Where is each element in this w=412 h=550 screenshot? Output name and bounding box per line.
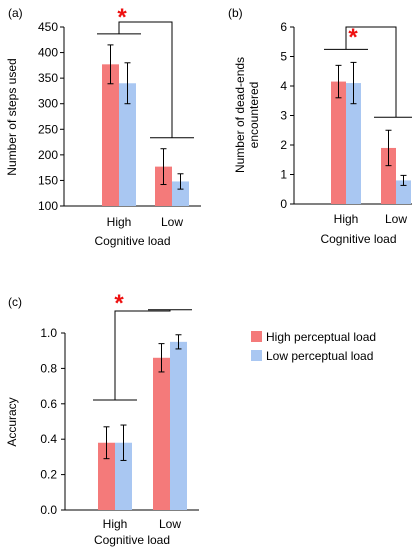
bar-high-perceptual-high [102, 64, 119, 206]
chart-panel-1: (a) 100 150 200 250 300 350 400 450 High Low * Cogni… [5, 4, 201, 248]
y-tick-label: 200 [38, 148, 58, 162]
significance-star: * [117, 4, 127, 31]
x-category-label: High [334, 212, 359, 226]
y-axis-title-line: Number of dead-ends [233, 57, 247, 173]
bar-high-perceptual-low [381, 147, 396, 204]
y-tick-label: 0.0 [40, 503, 57, 517]
bar-high-perceptual-high [331, 81, 346, 204]
y-tick-label: 3 [280, 109, 287, 123]
y-tick-label: 150 [38, 173, 58, 187]
bar-high-perceptual-high [98, 442, 115, 510]
legend: High perceptual load Low perceptual load [251, 330, 376, 363]
x-axis-title: Cognitive load [320, 232, 396, 246]
x-category-label: Low [159, 517, 181, 531]
x-category-label: High [103, 517, 128, 531]
chart-panel-3: (c) 0.0 0.2 0.4 0.6 0.8 1.0 High Low * Cognitive l… [5, 290, 199, 547]
bar-low-perceptual-high [119, 83, 136, 206]
y-axis-title-line: encountered [247, 82, 261, 149]
y-tick-label: 0.4 [40, 432, 57, 446]
bar-high-perceptual-low [153, 357, 170, 510]
y-axis-title: Number of dead-endsencountered [233, 57, 261, 173]
bar-low-perceptual-low [172, 181, 189, 206]
y-tick-label: 400 [38, 46, 58, 60]
x-category-label: High [107, 215, 132, 229]
x-category-label: Low [161, 215, 183, 229]
y-tick-label: 2 [280, 138, 287, 152]
legend-swatch-low [251, 350, 262, 361]
y-tick-label: 0.2 [40, 468, 57, 482]
significance-bracket [345, 26, 397, 118]
legend-label-low: Low perceptual load [266, 349, 373, 363]
significance-star: * [348, 24, 358, 51]
bar-high-perceptual-low [155, 166, 172, 206]
y-tick-label: 1.0 [40, 326, 57, 340]
legend-swatch-high [251, 331, 262, 342]
y-tick-label: 100 [38, 199, 58, 213]
bar-low-perceptual-low [170, 341, 187, 510]
panel-label: (c) [8, 295, 22, 309]
y-tick-label: 6 [280, 20, 287, 34]
y-tick-label: 250 [38, 122, 58, 136]
legend-label-high: High perceptual load [266, 330, 376, 344]
significance-star: * [114, 290, 124, 317]
significance-bracket [118, 21, 173, 138]
y-tick-label: 0 [280, 197, 287, 211]
y-tick-label: 350 [38, 71, 58, 85]
significance-bracket [114, 309, 171, 401]
panel-label: (a) [8, 6, 23, 20]
x-axis-title: Cognitive load [94, 533, 170, 547]
x-axis-title: Cognitive load [94, 234, 170, 248]
y-tick-label: 5 [280, 50, 287, 64]
bar-low-perceptual-high [115, 442, 132, 510]
y-tick-label: 1 [280, 168, 287, 182]
bar-low-perceptual-low [396, 180, 411, 204]
bar-low-perceptual-high [346, 83, 361, 204]
x-category-label: Low [385, 212, 407, 226]
y-axis-title: Number of steps used [5, 58, 19, 175]
y-axis-title: Accuracy [5, 397, 19, 446]
panel-label: (b) [228, 6, 243, 20]
y-tick-label: 0.8 [40, 361, 57, 375]
y-tick-label: 300 [38, 97, 58, 111]
y-tick-label: 4 [280, 79, 287, 93]
y-tick-label: 0.6 [40, 397, 57, 411]
chart-panel-2: (b) 0 1 2 3 4 5 6 High Low * Cognitive load Number o… [228, 6, 412, 246]
y-tick-label: 450 [38, 20, 58, 34]
